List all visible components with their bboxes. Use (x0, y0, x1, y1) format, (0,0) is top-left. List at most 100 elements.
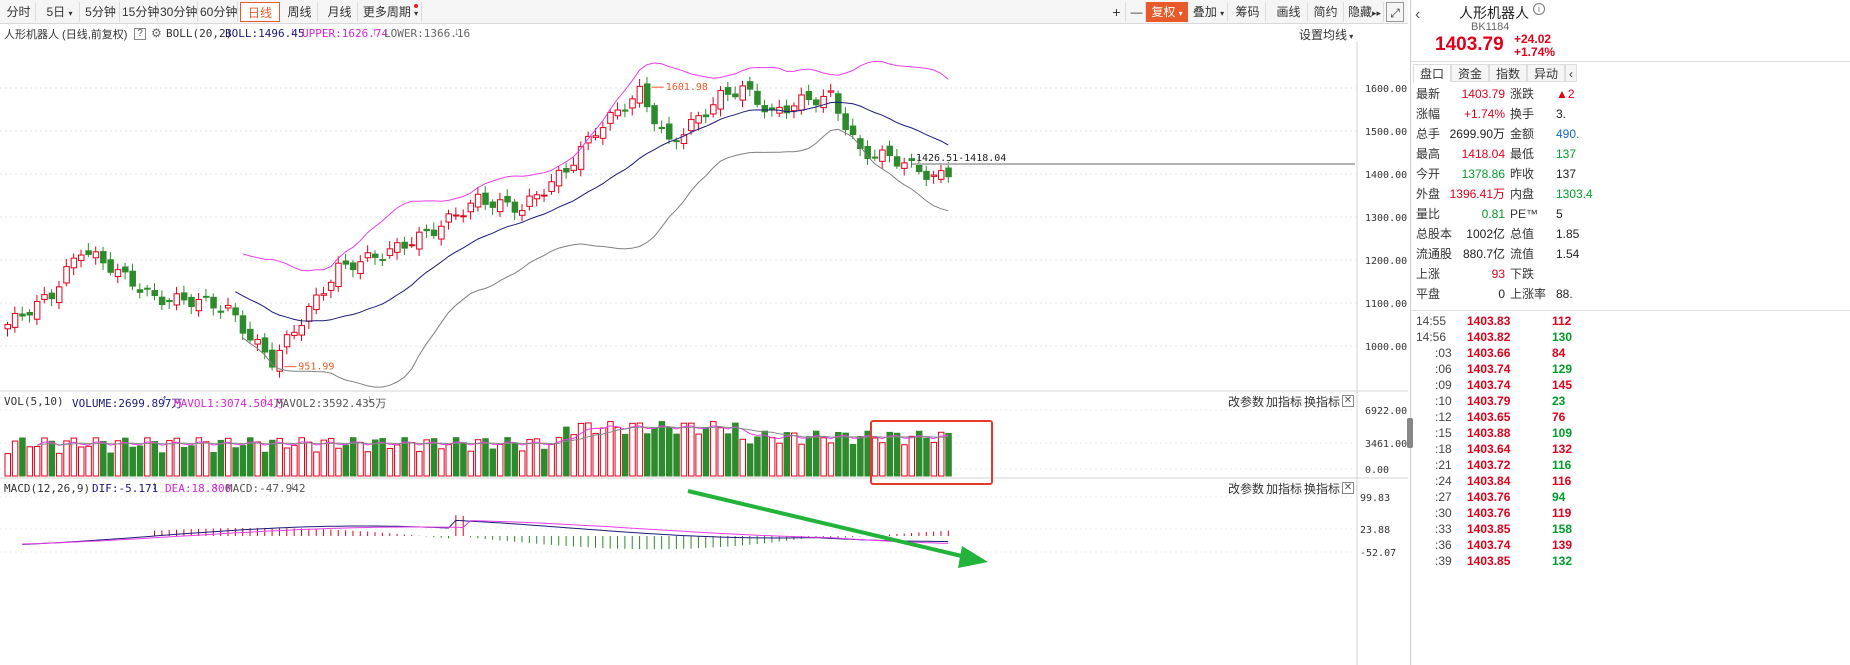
candle-body (261, 337, 269, 353)
tick-price: 1403.74 (1467, 538, 1511, 552)
period-tab-5min[interactable]: 5分钟 (82, 2, 120, 22)
quote-value: 3. (1556, 107, 1567, 121)
volume-bar (364, 451, 372, 477)
period-tab-30min[interactable]: 30分钟 (160, 2, 198, 22)
volume-bar (746, 443, 754, 477)
period-tab-5day[interactable]: 5日 ▾ (40, 2, 80, 22)
tick-volume: 116 (1552, 458, 1572, 472)
tick-row: 14:56 1403.82 130 (1411, 329, 1850, 345)
volume-bar (666, 427, 673, 477)
tick-volume: 116 (1552, 474, 1572, 488)
tick-row: :10 1403.79 23 (1411, 393, 1850, 409)
tab-order-book[interactable]: 盘口 (1413, 64, 1451, 82)
period-tab-monthly[interactable]: 月线 (322, 2, 358, 22)
volume-bar (195, 437, 203, 477)
quote-value: 1303.4 (1556, 187, 1593, 201)
simple-mode-button[interactable]: 简约 (1308, 2, 1344, 22)
period-tab-15min[interactable]: 15分钟 (122, 2, 159, 22)
macd-switch-indicator-button[interactable]: 换指标 (1304, 482, 1341, 496)
tab-funds[interactable]: 资金 (1451, 64, 1489, 82)
candle-body (298, 325, 305, 336)
candle-body (276, 349, 283, 372)
period-toolbar: 分时 5日 ▾ 5分钟 15分钟 30分钟 60分钟 日线 周线 月线 更多周期… (0, 0, 1408, 24)
adjust-price-button[interactable]: 复权 ▾ (1146, 2, 1188, 22)
stock-title: 人形机器人 (日线,前复权) (4, 29, 128, 41)
volume-bar (247, 437, 254, 477)
volume-bar (394, 444, 401, 477)
tick-time: :15 (1435, 426, 1452, 440)
help-icon[interactable]: ? (134, 28, 146, 40)
candle-body (930, 174, 938, 177)
hide-button[interactable]: 隐藏▸▸ (1346, 2, 1384, 22)
overlay-button[interactable]: 叠加 ▾ (1190, 2, 1228, 22)
kline-svg[interactable]: 1600.00 1500.00 1400.00 1300.00 1200.00 1100.… (0, 24, 1408, 665)
vol-switch-indicator-button[interactable]: 换指标 (1304, 395, 1341, 409)
period-tab-more[interactable]: 更多周期 ▾ (360, 2, 422, 22)
arrow-down-icon: ↓ (454, 26, 460, 38)
period-tab-daily[interactable]: 日线 (240, 2, 280, 22)
zoom-out-button[interactable]: — (1128, 2, 1146, 22)
period-tab-timeshare[interactable]: 分时 (2, 2, 36, 22)
vol-indicator-name[interactable]: VOL(5,10) (4, 395, 64, 408)
dif-line (22, 519, 949, 545)
tab-more-icon[interactable]: ‹ (1565, 64, 1577, 82)
period-tab-weekly[interactable]: 周线 (282, 2, 318, 22)
macd-close-icon[interactable]: ✕ (1342, 482, 1354, 494)
candle-body (489, 201, 497, 208)
candle-body (180, 292, 188, 301)
draw-line-button[interactable]: 画线 (1270, 2, 1308, 22)
tick-time: :10 (1435, 394, 1452, 408)
quote-panel: ‹ 人形机器人 i BK1184 1403.79 +24.02 +1.74% 盘… (1407, 0, 1850, 665)
tab-movement[interactable]: 异动 (1527, 64, 1565, 82)
price-tick-label: 1000.00 (1365, 342, 1407, 353)
candle-body (445, 213, 452, 223)
tick-price: 1403.76 (1467, 490, 1511, 504)
chip-button[interactable]: 筹码 (1230, 2, 1266, 22)
arrow-down-icon: ↓ (213, 480, 219, 492)
period-tab-60min[interactable]: 60分钟 (200, 2, 238, 22)
macd-indicator-name[interactable]: MACD(12,26,9) (4, 482, 91, 495)
tick-row: :30 1403.76 119 (1411, 505, 1850, 521)
quote-label: 上涨率 (1510, 287, 1547, 301)
zoom-in-button[interactable]: + (1108, 2, 1126, 22)
vol-close-icon[interactable]: ✕ (1342, 395, 1354, 407)
info-icon[interactable]: i (1533, 3, 1545, 15)
candle-body (4, 324, 11, 330)
collapse-handle-icon[interactable] (1407, 418, 1413, 448)
tab-index[interactable]: 指数 (1489, 64, 1527, 82)
candle-body (945, 167, 952, 178)
boll-indicator-name[interactable]: BOLL(20,2) (166, 27, 233, 40)
tick-price: 1403.84 (1467, 474, 1511, 488)
volume-bar (232, 447, 239, 477)
volume-bar (107, 452, 114, 477)
candle-body (408, 244, 416, 247)
volume-bar (761, 430, 769, 477)
back-arrow-icon[interactable]: ‹ (1415, 6, 1421, 23)
macd-add-indicator-button[interactable]: 加指标 (1266, 482, 1303, 496)
quote-value: 2699.90万 (1449, 127, 1505, 141)
volume-bar (776, 442, 783, 477)
tick-price: 1403.64 (1467, 442, 1511, 456)
quote-row: 外盘 1396.41万 内盘 1303.4 (1411, 184, 1850, 204)
volume-bar (151, 441, 158, 477)
volume-bar (555, 437, 563, 477)
volume-bar (408, 442, 416, 477)
volume-bar (33, 446, 41, 477)
maximize-icon[interactable]: ⤢ (1386, 2, 1404, 22)
vol-add-indicator-button[interactable]: 加指标 (1266, 395, 1303, 409)
gear-icon[interactable]: ⚙ (151, 26, 162, 40)
candle-body (901, 162, 908, 169)
volume-bar (739, 438, 746, 477)
tick-price: 1403.74 (1467, 378, 1511, 392)
arrow-down-icon: ↓ (290, 480, 296, 492)
high-marker-label: 1601.98 (666, 82, 708, 93)
volume-bar (158, 452, 166, 477)
vol-edit-params-button[interactable]: 改参数 (1228, 395, 1265, 409)
macd-edit-params-button[interactable]: 改参数 (1228, 482, 1265, 496)
arrow-down-icon: ↓ (367, 393, 373, 405)
volume-bar (482, 438, 489, 477)
candle-body (695, 115, 702, 124)
candle-body (379, 258, 386, 261)
volume-bar (541, 448, 548, 477)
set-ma-button[interactable]: 设置均线 ▾ (1299, 26, 1353, 43)
